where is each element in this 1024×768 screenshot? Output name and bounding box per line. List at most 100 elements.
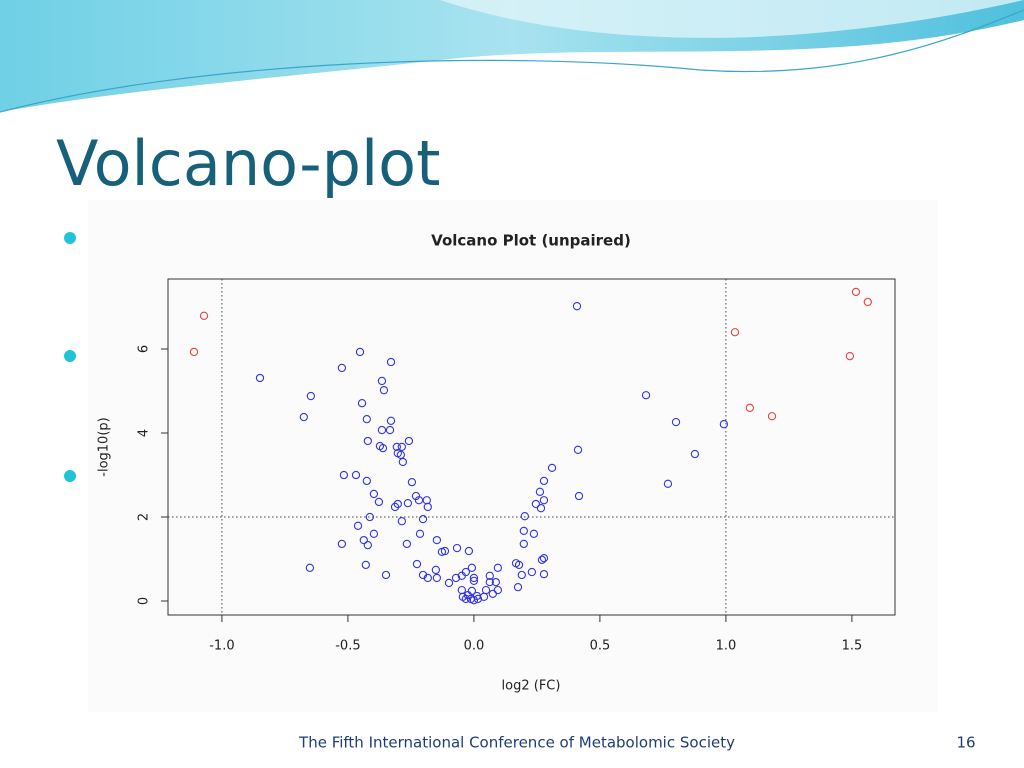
bullet [64, 470, 76, 482]
point [845, 352, 855, 361]
y-tick-label: 0 [137, 597, 152, 605]
point [418, 514, 428, 524]
point [299, 412, 308, 422]
point [414, 496, 424, 505]
y-tick-label: 4 [137, 429, 152, 437]
x-tick-label: 0.5 [590, 639, 611, 654]
point [573, 445, 583, 454]
point [535, 487, 545, 496]
point [255, 373, 265, 383]
point [385, 425, 395, 435]
point [527, 567, 537, 577]
x-tick-label: 1.0 [716, 639, 737, 654]
point [361, 560, 370, 570]
point [745, 403, 755, 412]
point [397, 517, 406, 526]
point [485, 571, 494, 580]
point [440, 546, 450, 556]
x-tick-label: 0.0 [464, 639, 485, 654]
point [412, 559, 422, 569]
point [469, 576, 479, 586]
point [404, 436, 414, 446]
x-axis-label: log2 (FC) [502, 679, 561, 694]
point [423, 502, 432, 512]
point [398, 457, 408, 467]
point [539, 569, 549, 579]
point [363, 436, 372, 446]
point [386, 357, 396, 367]
point [467, 563, 477, 572]
header-wave-light [440, 0, 1024, 38]
point [514, 560, 524, 570]
point [485, 577, 494, 587]
point [519, 526, 528, 536]
point [513, 583, 523, 592]
point [539, 554, 549, 563]
point [431, 565, 441, 575]
point [337, 363, 347, 373]
y-tick-label: 2 [137, 513, 152, 521]
point [690, 449, 700, 459]
header-curve [0, 9, 1024, 113]
point [491, 577, 500, 587]
point [305, 563, 315, 572]
point [403, 499, 413, 508]
point [444, 578, 454, 588]
point [379, 386, 389, 395]
point [355, 347, 365, 357]
point [519, 539, 528, 549]
point [369, 529, 379, 538]
point [357, 399, 367, 408]
y-tick-label: 6 [137, 345, 152, 353]
point [353, 521, 363, 530]
bullet [64, 350, 76, 362]
point [339, 470, 349, 480]
point [402, 539, 412, 549]
point [378, 443, 388, 453]
point [730, 328, 740, 337]
point [469, 573, 479, 583]
point [863, 297, 872, 307]
footer: The Fifth International Conference of Me… [298, 734, 735, 752]
point [393, 499, 402, 509]
slide-title: Volcano-plot [56, 127, 440, 200]
point [199, 311, 209, 320]
point [539, 496, 549, 505]
point [337, 539, 347, 549]
point [574, 491, 584, 501]
x-tick-label: -1.0 [209, 639, 234, 654]
point [488, 589, 497, 599]
point [432, 535, 442, 545]
point [517, 570, 526, 580]
point [423, 573, 432, 583]
point [572, 302, 582, 311]
point [365, 512, 374, 522]
point [386, 416, 396, 425]
point [719, 420, 729, 429]
point [537, 555, 547, 565]
chart-title: Volcano Plot (unpaired) [431, 232, 631, 250]
point [451, 573, 461, 583]
point [390, 502, 400, 512]
x-tick-label: -0.5 [335, 639, 360, 654]
point [432, 573, 442, 583]
point [464, 546, 474, 556]
page-number: 16 [956, 734, 975, 752]
point [377, 425, 387, 435]
point [531, 499, 541, 509]
point [407, 478, 417, 487]
point [351, 470, 361, 480]
point [671, 417, 681, 427]
plot-box [167, 278, 896, 616]
point [641, 391, 651, 400]
point [529, 529, 539, 538]
bullet [64, 232, 76, 244]
point [452, 543, 462, 553]
y-axis-label: -log10(p) [97, 417, 112, 476]
point [520, 512, 529, 521]
x-tick-label: 1.5 [842, 639, 863, 654]
point [369, 489, 379, 499]
point [381, 570, 391, 580]
